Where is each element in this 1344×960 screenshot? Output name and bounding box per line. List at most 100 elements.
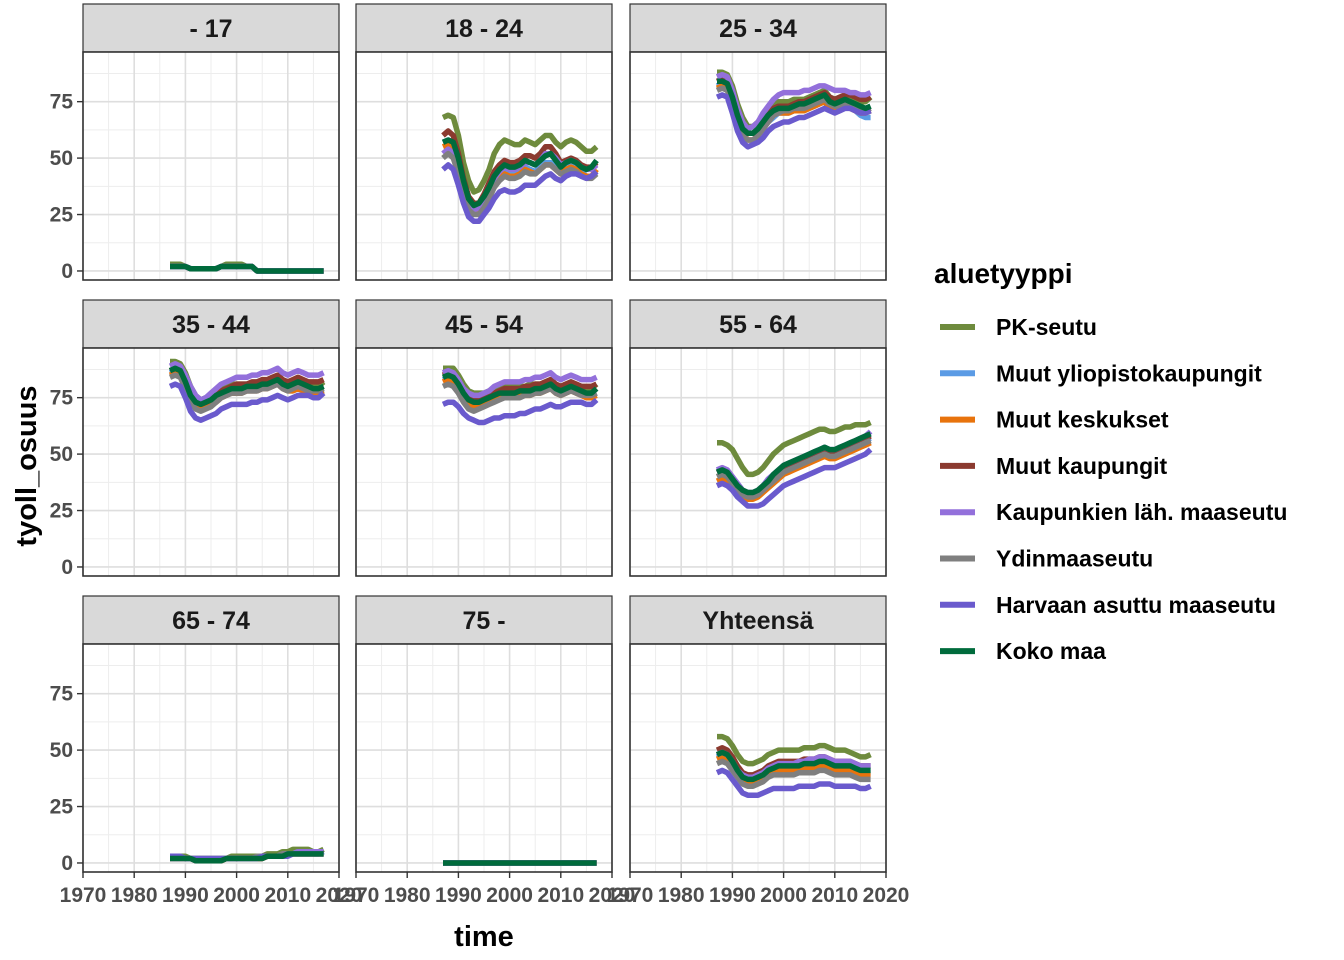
x-tick-label: 2000 <box>213 884 260 907</box>
x-tick-label: 2020 <box>863 884 910 907</box>
facet-panel: 25 - 34 <box>629 3 887 281</box>
x-tick-label: 1980 <box>384 884 431 907</box>
panel-border <box>355 51 613 281</box>
y-tick-label: 50 <box>50 739 73 762</box>
y-tick-label: 50 <box>50 443 73 466</box>
x-tick-label: 2010 <box>811 884 858 907</box>
facet-panel: Yhteensä 1970 1980 1990 2000 2010 2020 <box>607 595 910 907</box>
y-tick-label: 25 <box>50 500 74 523</box>
legend-entry: Muut keskukset <box>940 407 1169 433</box>
legend-entry: Kaupunkien läh. maaseutu <box>940 499 1287 525</box>
series-line <box>441 112 599 195</box>
series-line <box>441 367 598 399</box>
legend-entry: Muut kaupungit <box>940 453 1168 479</box>
facet-strip <box>82 595 340 645</box>
x-tick-label: 1980 <box>111 884 158 907</box>
x-tick-label: 1970 <box>333 884 380 907</box>
facet-panel: 45 - 54 <box>355 299 613 577</box>
series-line <box>441 397 599 426</box>
x-tick-label: 1970 <box>607 884 654 907</box>
facet-strip <box>629 595 887 645</box>
x-tick-label: 1970 <box>60 884 107 907</box>
legend-entry: Koko maa <box>940 638 1106 664</box>
series-line <box>441 162 599 225</box>
legend-label: Kaupunkien läh. maaseutu <box>996 499 1287 525</box>
legend-label: Muut yliopistokaupungit <box>996 360 1262 386</box>
facet-strip-label: - 17 <box>189 15 232 43</box>
series-line <box>717 733 872 767</box>
series-line <box>441 137 599 209</box>
panel-border <box>629 51 887 281</box>
legend-label: Muut kaupungit <box>996 453 1168 479</box>
x-tick-label: 2010 <box>537 884 584 907</box>
facet-strip-label: 45 - 54 <box>445 311 523 339</box>
series-line <box>715 438 872 500</box>
y-tick-label: 25 <box>50 796 74 819</box>
legend-entry: Muut yliopistokaupungit <box>940 360 1262 386</box>
legend-label: Muut keskukset <box>996 407 1169 433</box>
y-tick-label: 0 <box>61 852 73 875</box>
facet-strip-label: 18 - 24 <box>445 15 523 43</box>
y-tick-label: 0 <box>61 260 73 283</box>
panel-border <box>82 643 340 873</box>
y-tick-label: 25 <box>50 204 74 227</box>
facet-strip-label: 25 - 34 <box>719 15 797 43</box>
series-line <box>717 419 872 478</box>
legend-label: Harvaan asuttu maaseutu <box>996 592 1276 618</box>
legend: aluetyyppi PK-seutu Muut yliopistokaupung… <box>934 258 1287 664</box>
series-line <box>168 372 325 414</box>
facet-panels: - 17 0 25 50 75 18 - 24 25 - 34 35 - 44 0 25 50 75 4… <box>50 3 910 907</box>
series-line <box>715 749 871 783</box>
y-tick-label: 50 <box>50 147 73 170</box>
series-line <box>168 361 325 403</box>
legend-label: Ydinmaaseutu <box>996 546 1153 572</box>
facet-strip-label: 55 - 64 <box>719 311 797 339</box>
series-line <box>168 365 325 408</box>
series-line <box>715 758 871 789</box>
facet-strip <box>629 299 887 349</box>
legend-label: Koko maa <box>996 638 1106 664</box>
y-tick-label: 75 <box>50 387 74 410</box>
series-line <box>715 92 872 150</box>
facet-strip <box>355 3 613 53</box>
panel-border <box>355 347 613 577</box>
series-line <box>715 767 872 798</box>
facet-panel: 75 - 1970 1980 1990 2000 2010 2020 <box>333 595 636 907</box>
facet-panel: 35 - 44 0 25 50 75 <box>50 299 340 579</box>
x-tick-label: 1990 <box>709 884 756 907</box>
legend-entry: PK-seutu <box>940 314 1097 340</box>
panel-border <box>355 643 613 873</box>
series-line <box>715 431 872 496</box>
facet-strip <box>355 299 613 349</box>
facet-panel: - 17 0 25 50 75 <box>50 3 340 283</box>
y-tick-label: 0 <box>61 556 73 579</box>
series-line <box>168 381 326 423</box>
legend-label: PK-seutu <box>996 314 1097 340</box>
facet-panel: 18 - 24 <box>355 3 613 281</box>
panel-border <box>629 643 887 873</box>
x-tick-label: 2020 <box>589 884 636 907</box>
y-tick-label: 75 <box>50 683 74 706</box>
series-line <box>717 78 872 137</box>
x-tick-label: 1990 <box>162 884 209 907</box>
x-tick-label: 1980 <box>658 884 705 907</box>
facet-strip-label: Yhteensä <box>702 607 813 635</box>
facet-strip <box>82 3 340 53</box>
x-tick-label: 2000 <box>760 884 807 907</box>
x-tick-label: 2010 <box>264 884 311 907</box>
series-line <box>441 381 598 414</box>
x-tick-label: 2000 <box>486 884 533 907</box>
series-line <box>170 263 324 274</box>
series-line <box>715 447 873 509</box>
facet-panel: 65 - 74 0 25 50 75 1970 1980 1990 2000 2010 2020 <box>50 595 363 907</box>
series-line <box>441 372 599 405</box>
y-tick-label: 75 <box>50 91 74 114</box>
facet-panel: 55 - 64 <box>629 299 887 577</box>
series-line <box>170 851 324 864</box>
x-tick-label: 2020 <box>316 884 363 907</box>
panel-border <box>629 347 887 577</box>
legend-entry: Ydinmaaseutu <box>940 546 1153 572</box>
x-tick-label: 1990 <box>435 884 482 907</box>
legend-title: aluetyyppi <box>934 258 1072 289</box>
